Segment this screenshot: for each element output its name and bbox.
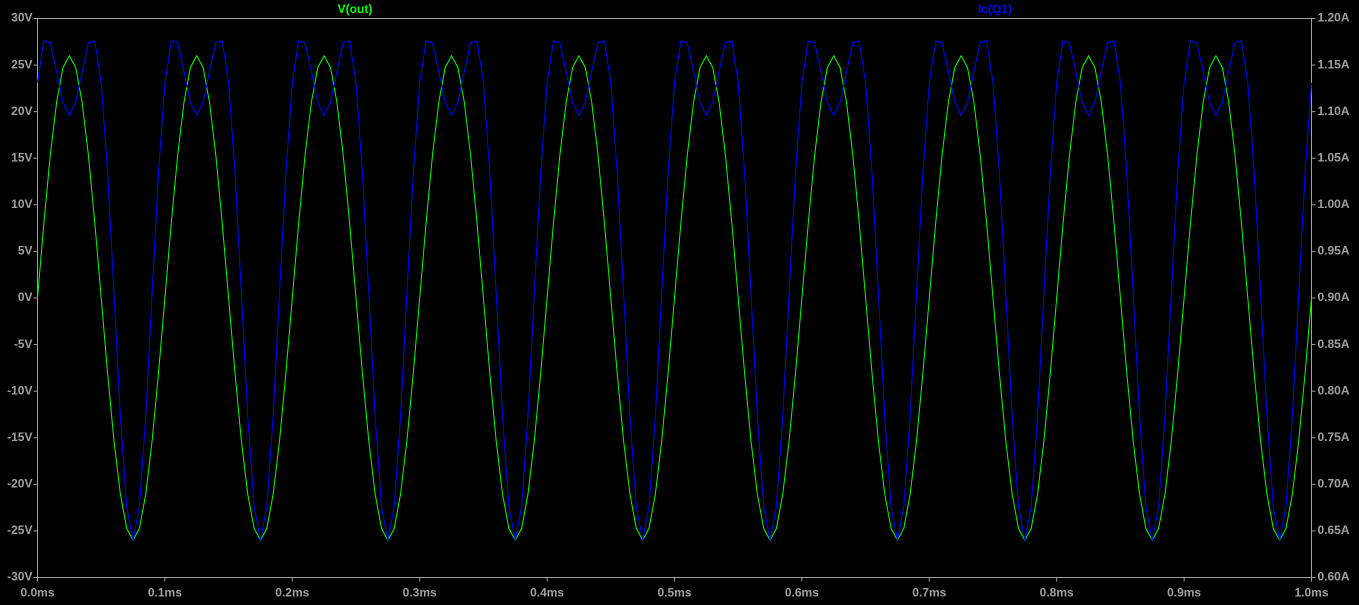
x-tick-label: 0.6ms [785, 586, 819, 600]
x-tick-label: 0.7ms [912, 586, 946, 600]
y-tick-label: -30V [7, 570, 32, 584]
y-tick-label: -5V [14, 337, 33, 351]
y-tick-label: -25V [7, 523, 32, 537]
series-line [37, 40, 1312, 541]
y-tick-label: 20V [11, 104, 32, 118]
y-tick-label: 25V [11, 57, 32, 71]
legend-label: Ic(Q1) [978, 2, 1012, 16]
y-tick-label: 0V [18, 290, 33, 304]
y-tick-label: 30V [11, 11, 32, 25]
y2-tick-label: 1.00A [1318, 197, 1350, 211]
y2-tick-label: 0.70A [1318, 477, 1350, 491]
y2-tick-label: 0.95A [1318, 244, 1350, 258]
y-tick-label: -20V [7, 477, 32, 491]
y-tick-label: 10V [11, 197, 32, 211]
x-tick-label: 0.1ms [148, 586, 182, 600]
x-tick-label: 0.8ms [1040, 586, 1074, 600]
x-tick-label: 0.4ms [530, 586, 564, 600]
y2-tick-label: 0.90A [1318, 290, 1350, 304]
y2-tick-label: 1.15A [1318, 57, 1350, 71]
y2-tick-label: 0.60A [1318, 570, 1350, 584]
y2-tick-label: 0.80A [1318, 383, 1350, 397]
x-tick-label: 0.3ms [403, 586, 437, 600]
y2-tick-label: 1.05A [1318, 150, 1350, 164]
y2-tick-label: 1.20A [1318, 11, 1350, 25]
y-tick-label: 15V [11, 150, 32, 164]
y-tick-label: -10V [7, 383, 32, 397]
y2-tick-label: 0.85A [1318, 337, 1350, 351]
y-tick-label: 5V [18, 244, 33, 258]
y-tick-label: -15V [7, 430, 32, 444]
x-tick-label: 0.5ms [657, 586, 691, 600]
legend-label: V(out) [338, 2, 373, 16]
x-tick-label: 1.0ms [1294, 586, 1328, 600]
y2-tick-label: 0.65A [1318, 523, 1350, 537]
x-tick-label: 0.2ms [275, 586, 309, 600]
y2-tick-label: 0.75A [1318, 430, 1350, 444]
x-tick-label: 0.0ms [20, 586, 54, 600]
x-tick-label: 0.9ms [1167, 586, 1201, 600]
series-line [37, 54, 1312, 542]
y2-tick-label: 1.10A [1318, 104, 1350, 118]
